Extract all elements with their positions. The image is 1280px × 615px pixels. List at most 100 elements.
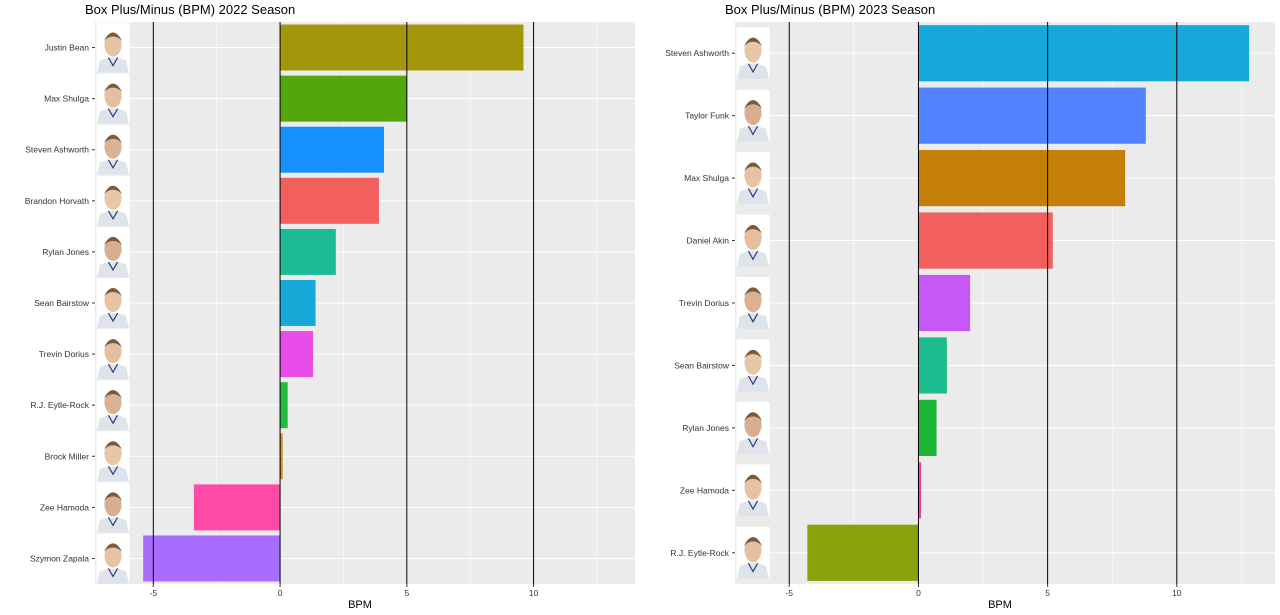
headshot-collar: [107, 517, 119, 527]
player-photo-icon: [736, 27, 770, 80]
y-tick-label: Zee Hamoda: [680, 485, 729, 495]
bar-brandon-horvath: [280, 177, 379, 224]
bar-steven-ashworth: [280, 126, 385, 173]
y-tick-label: Trevin Dorius: [679, 298, 729, 308]
headshot-face: [744, 224, 762, 250]
bar-r-j-eytle-rock: [807, 524, 919, 581]
headshot-collar: [107, 312, 119, 323]
headshot-collar: [107, 414, 119, 425]
player-photo-icon: [96, 329, 130, 380]
x-tick-label: 0: [916, 588, 921, 598]
y-tick-label: R.J. Eytle-Rock: [670, 548, 729, 558]
headshot-face: [744, 412, 762, 438]
player-photo-icon: [736, 89, 770, 142]
y-tick-label: Justin Bean: [45, 43, 90, 53]
bar-sean-bairstow: [918, 337, 947, 394]
y-tick-label: Brandon Horvath: [25, 196, 90, 206]
y-tick-label: Steven Ashworth: [25, 145, 89, 155]
y-tick-label: Max Shulga: [44, 94, 89, 104]
headshot-collar: [747, 188, 759, 199]
headshot-face: [104, 83, 122, 108]
headshot-face: [744, 287, 762, 313]
headshot-face: [744, 474, 762, 500]
headshot-collar: [747, 375, 759, 386]
headshot-face: [744, 100, 762, 126]
headshot-collar: [747, 500, 759, 511]
player-photo-icon: [96, 431, 130, 482]
headshot-face: [104, 287, 122, 313]
player-photo-icon: [736, 401, 770, 454]
headshot-hair: [744, 287, 762, 296]
player-photo-icon: [96, 380, 130, 431]
headshot-collar: [107, 108, 119, 118]
bar-rylan-jones: [280, 228, 336, 275]
player-photo-icon: [96, 533, 130, 584]
headshot-collar: [107, 210, 119, 221]
chart-title: Box Plus/Minus (BPM) 2023 Season: [725, 2, 935, 17]
bar-r-j-eytle-rock: [280, 382, 288, 429]
headshot-hair: [104, 492, 122, 501]
player-photo-icon: [736, 214, 770, 267]
x-axis-label: BPM: [348, 599, 372, 611]
headshot-collar: [747, 63, 759, 74]
y-tick-label: Sean Bairstow: [34, 298, 90, 308]
bar-max-shulga: [918, 150, 1126, 207]
headshot-collar: [107, 568, 119, 578]
bar-zee-hamoda: [918, 462, 922, 519]
y-tick-label: Sean Bairstow: [674, 360, 730, 370]
bar-justin-bean: [280, 24, 524, 71]
chart-title: Box Plus/Minus (BPM) 2022 Season: [85, 2, 295, 17]
x-tick-label: -5: [785, 588, 793, 598]
headshot-hair: [744, 474, 762, 484]
headshot-hair: [744, 224, 762, 234]
chart-panel-2: Steven Ashworth Taylor Funk Max Shulga Dani…: [665, 2, 1275, 611]
bar-brock-miller: [280, 433, 283, 480]
x-tick-label: 0: [278, 588, 283, 598]
headshot-hair: [104, 236, 122, 245]
headshot-hair: [104, 83, 122, 92]
bar-trevin-dorius: [918, 274, 971, 332]
headshot-hair: [104, 339, 122, 348]
headshot-hair: [104, 390, 122, 399]
x-axis-label: BPM: [988, 599, 1012, 611]
headshot-face: [104, 441, 122, 466]
headshot-face: [104, 134, 122, 159]
headshot-hair: [744, 349, 762, 359]
player-photo-icon: [736, 152, 770, 205]
headshot-face: [744, 537, 762, 563]
player-photo-icon: [96, 22, 130, 73]
player-photo-icon: [96, 482, 130, 533]
headshot-collar: [747, 125, 759, 136]
headshot-face: [104, 492, 122, 517]
headshot-collar: [107, 465, 119, 476]
player-photo-icon: [736, 339, 770, 392]
player-photo-icon: [736, 277, 770, 329]
player-photo-icon: [96, 175, 130, 226]
y-tick-label: Max Shulga: [684, 173, 729, 183]
x-tick-label: 5: [404, 588, 409, 598]
headshot-collar: [747, 250, 759, 261]
headshot-collar: [747, 562, 759, 573]
headshot-face: [104, 185, 122, 210]
y-tick-label: Daniel Akin: [686, 236, 729, 246]
x-tick-label: 5: [1045, 588, 1050, 598]
y-tick-label: Steven Ashworth: [665, 48, 729, 58]
player-photo-icon: [736, 526, 770, 579]
player-photo-icon: [96, 226, 130, 277]
bar-szymon-zapala: [143, 535, 281, 582]
headshot-collar: [747, 313, 759, 323]
y-tick-label: Taylor Funk: [685, 111, 730, 121]
headshot-hair: [744, 537, 762, 546]
player-photo-icon: [96, 277, 130, 329]
y-tick-label: Trevin Dorius: [39, 349, 89, 359]
bar-taylor-funk: [918, 87, 1146, 144]
x-tick-label: -5: [150, 588, 158, 598]
bar-max-shulga: [280, 75, 407, 122]
bar-daniel-akin: [918, 212, 1053, 269]
headshot-collar: [747, 437, 759, 448]
y-tick-label: Zee Hamoda: [40, 502, 89, 512]
headshot-hair: [104, 185, 122, 194]
bar-steven-ashworth: [918, 25, 1250, 82]
headshot-collar: [107, 261, 119, 272]
